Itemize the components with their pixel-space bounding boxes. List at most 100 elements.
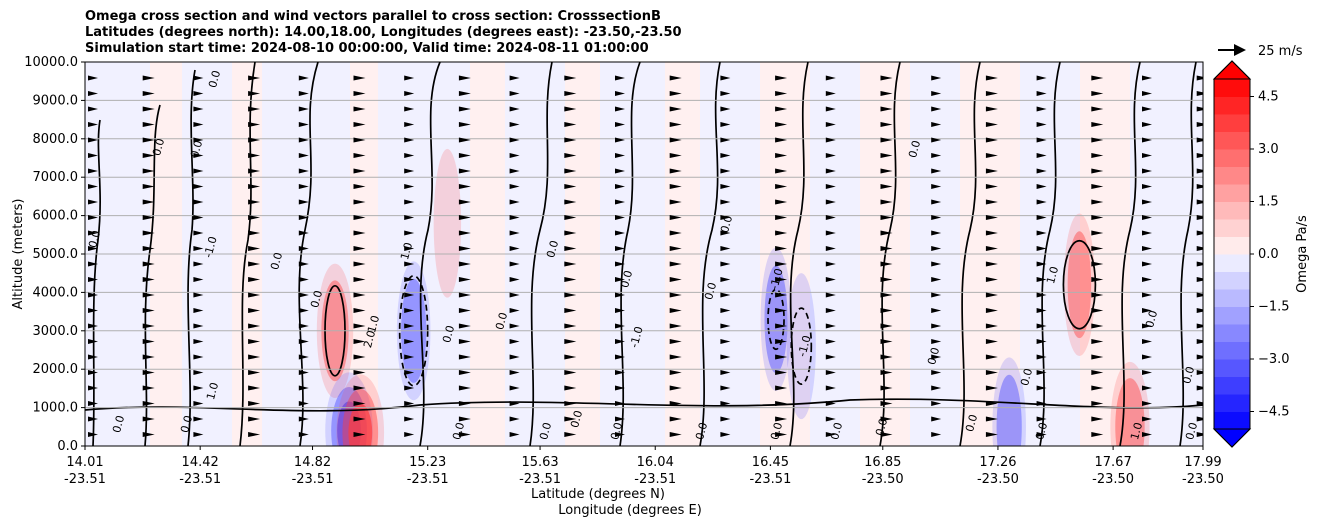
wind-vector	[1036, 230, 1047, 236]
omega-positive-region	[1110, 361, 1150, 446]
wind-vector	[1142, 246, 1152, 251]
wind-vector	[404, 199, 415, 205]
wind-vector	[1142, 215, 1152, 220]
wind-vector	[353, 401, 366, 406]
wind-vector	[353, 323, 366, 329]
contour-label: 0.0	[1183, 421, 1200, 441]
colorbar-level	[1214, 236, 1250, 255]
wind-vector	[458, 308, 471, 313]
wind-vector	[1091, 385, 1104, 391]
wind-vector	[298, 292, 309, 298]
wind-vector	[880, 339, 893, 344]
wind-vector	[509, 230, 520, 236]
y-tick-label: 10000.0	[24, 55, 78, 70]
y-tick-label: 3000.0	[33, 324, 79, 339]
wind-vector	[720, 339, 731, 344]
wind-vector	[775, 184, 788, 189]
wind-vector	[193, 184, 204, 189]
wind-vector	[193, 75, 204, 81]
wind-vector	[669, 215, 682, 220]
wind-vector	[825, 416, 836, 422]
wind-vector	[193, 323, 204, 329]
wind-vector	[353, 122, 366, 127]
wind-vector	[142, 75, 155, 81]
wind-vector	[775, 323, 788, 329]
wind-vector	[1091, 416, 1104, 422]
wind-vector	[564, 308, 577, 313]
wind-vector	[985, 168, 998, 174]
wind-vector	[564, 184, 577, 189]
contour-label: 0.0	[1018, 367, 1035, 387]
colorbar-tick-label: 0.0	[1258, 247, 1279, 262]
wind-vector	[248, 370, 261, 375]
wind-vector	[1142, 339, 1152, 344]
contour-label: 0.0	[188, 139, 205, 159]
wind-vector	[509, 153, 520, 158]
wind-vector	[1036, 75, 1047, 81]
wind-vector	[298, 277, 309, 282]
wind-vector	[1196, 199, 1203, 205]
wind-vector	[458, 122, 471, 127]
omega-zero-contour	[619, 62, 641, 446]
wind-vector	[985, 416, 998, 422]
wind-vector	[720, 354, 731, 360]
wind-vector	[509, 261, 520, 267]
colorbar-level	[1214, 289, 1250, 307]
contour-label: 0.0	[1033, 421, 1050, 441]
wind-vector	[1036, 168, 1047, 174]
wind-vector	[509, 137, 520, 143]
colorbar-level	[1214, 149, 1250, 167]
contour-label: 0.0	[268, 251, 285, 271]
colorbar-level	[1214, 254, 1250, 272]
wind-vector	[509, 91, 520, 96]
contour-label: 0.0	[718, 214, 735, 234]
wind-vector	[931, 184, 942, 189]
wind-vector	[669, 432, 682, 437]
x-tick-label-lon: -23.50	[1092, 472, 1134, 487]
wind-vector	[931, 91, 942, 96]
wind-vector	[88, 323, 98, 329]
wind-vector	[458, 432, 471, 437]
wind-vector	[142, 122, 155, 127]
wind-vector	[825, 277, 836, 282]
wind-vector	[615, 215, 625, 220]
wind-vector	[142, 230, 155, 236]
wind-vector	[825, 308, 836, 313]
wind-vector	[669, 323, 682, 329]
wind-vector	[825, 91, 836, 96]
wind-vector	[931, 246, 942, 251]
wind-vector	[142, 184, 155, 189]
wind-vector	[509, 246, 520, 251]
x-tick-label-lon: -23.51	[179, 472, 221, 487]
wind-vector	[509, 308, 520, 313]
wind-vector	[669, 75, 682, 81]
wind-vector	[1196, 354, 1203, 360]
wind-vector	[720, 75, 731, 81]
wind-vector	[931, 354, 942, 360]
omega-positive-region	[348, 403, 373, 446]
wind-vector	[142, 261, 155, 267]
wind-vector	[1091, 277, 1104, 282]
wind-vector	[88, 385, 98, 391]
wind-vector	[669, 106, 682, 112]
wind-vector	[931, 292, 942, 298]
wind-vector	[775, 370, 788, 375]
wind-vector	[298, 261, 309, 267]
wind-vector	[458, 339, 471, 344]
wind-vector	[825, 432, 836, 437]
x-tick-label-lat: 17.67	[1095, 455, 1132, 470]
wind-vector	[825, 122, 836, 127]
wind-vector	[298, 168, 309, 174]
wind-vector	[880, 308, 893, 313]
chart-title-line-3: Simulation start time: 2024-08-10 00:00:…	[85, 41, 649, 56]
wind-vector	[1142, 230, 1152, 236]
wind-vector	[193, 153, 204, 158]
wind-vector	[404, 75, 415, 81]
wind-vector	[509, 385, 520, 391]
contour-label: 0.0	[608, 421, 625, 441]
wind-vector	[615, 370, 625, 375]
wind-vector	[298, 184, 309, 189]
x-axis-label-latitude: Latitude (degrees N)	[531, 487, 665, 502]
wind-vector	[669, 137, 682, 143]
wind-vector	[880, 75, 893, 81]
